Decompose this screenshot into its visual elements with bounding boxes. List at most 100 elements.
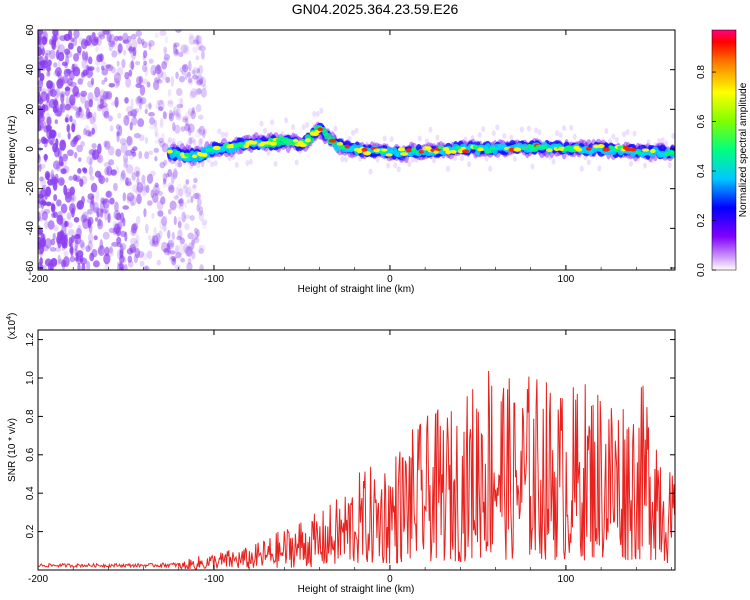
noise-blob bbox=[38, 243, 44, 255]
noise-blob bbox=[173, 44, 178, 55]
noise-blob bbox=[82, 168, 88, 174]
noise-blob bbox=[161, 142, 169, 153]
noise-blob bbox=[115, 123, 121, 131]
ridge-blob bbox=[317, 127, 324, 132]
noise-blob bbox=[185, 118, 189, 127]
noise-blob bbox=[161, 241, 168, 253]
noise-blob bbox=[181, 69, 187, 76]
noise-blob bbox=[79, 178, 84, 187]
noise-blob bbox=[129, 121, 133, 131]
noise-blob bbox=[91, 127, 95, 135]
noise-blob bbox=[167, 229, 171, 239]
noise-blob bbox=[96, 97, 101, 107]
noise-blob bbox=[67, 30, 73, 40]
ridge-halo bbox=[491, 130, 496, 137]
noise-blob bbox=[163, 178, 167, 185]
noise-blob bbox=[69, 255, 76, 263]
colorbar-label: Normalized spectral amplitude bbox=[738, 82, 749, 217]
noise-blob bbox=[137, 118, 145, 128]
noise-blob bbox=[59, 35, 67, 42]
noise-blob bbox=[131, 184, 139, 193]
noise-blob bbox=[94, 170, 102, 178]
noise-blob bbox=[138, 134, 145, 142]
noise-blob bbox=[154, 139, 162, 145]
ridge-halo bbox=[400, 154, 405, 161]
noise-blob bbox=[44, 220, 49, 230]
noise-blob bbox=[87, 240, 93, 251]
noise-blob bbox=[129, 151, 135, 160]
noise-blob bbox=[88, 148, 96, 156]
noise-blob bbox=[96, 66, 100, 73]
noise-blob bbox=[119, 266, 124, 270]
noise-blob bbox=[202, 83, 207, 90]
noise-blob bbox=[87, 111, 93, 119]
noise-blob bbox=[200, 76, 207, 88]
noise-blob bbox=[126, 196, 131, 204]
noise-blob bbox=[99, 98, 105, 105]
noise-blob bbox=[123, 115, 130, 126]
ridge-halo bbox=[607, 138, 612, 145]
ridge-blob bbox=[243, 144, 250, 149]
noise-blob bbox=[38, 115, 41, 125]
ridge-halo bbox=[474, 139, 479, 146]
noise-blob bbox=[195, 133, 201, 138]
noise-blob bbox=[163, 248, 170, 256]
noise-blob bbox=[124, 96, 129, 104]
noise-blob bbox=[53, 70, 61, 77]
noise-blob bbox=[39, 120, 47, 128]
noise-blob bbox=[167, 88, 172, 97]
ridge-halo bbox=[424, 138, 429, 145]
ridge-halo bbox=[284, 117, 289, 124]
noise-blob bbox=[168, 184, 175, 194]
noise-blob bbox=[101, 198, 109, 204]
noise-blob bbox=[123, 49, 127, 56]
noise-blob bbox=[57, 210, 63, 222]
ridge-halo bbox=[438, 143, 443, 150]
noise-blob bbox=[128, 69, 133, 77]
noise-blob bbox=[66, 124, 71, 133]
noise-blob bbox=[56, 234, 62, 245]
noise-blob bbox=[50, 238, 56, 246]
noise-blob bbox=[152, 193, 159, 204]
noise-blob bbox=[61, 225, 67, 235]
noise-blob bbox=[163, 56, 169, 66]
ridge-blob bbox=[565, 145, 573, 149]
ridge-halo bbox=[611, 133, 616, 140]
noise-blob bbox=[102, 90, 109, 100]
ridge-halo bbox=[639, 145, 644, 152]
noise-blob bbox=[67, 229, 75, 236]
noise-blob bbox=[135, 233, 140, 244]
ridge-halo bbox=[614, 137, 619, 144]
noise-blob bbox=[57, 132, 62, 138]
noise-blob bbox=[172, 106, 178, 116]
noise-blob bbox=[89, 157, 93, 167]
snr-ylabel: SNR (10 * v/v) bbox=[7, 418, 18, 482]
noise-blob bbox=[116, 66, 124, 77]
ridge-halo bbox=[512, 155, 517, 162]
noise-blob bbox=[162, 181, 168, 188]
ridge-blob bbox=[612, 148, 619, 153]
noise-blob bbox=[78, 157, 82, 162]
ridge-blob bbox=[201, 152, 208, 157]
ridge-blob bbox=[373, 148, 381, 153]
noise-blob bbox=[46, 71, 51, 77]
noise-blob bbox=[40, 209, 44, 217]
ridge-blob bbox=[205, 148, 214, 152]
noise-blob bbox=[110, 66, 116, 74]
noise-blob bbox=[180, 126, 186, 132]
ridge-blob bbox=[669, 150, 675, 155]
ridge-halo bbox=[530, 163, 535, 170]
ridge-halo bbox=[336, 142, 341, 149]
noise-blob bbox=[144, 103, 152, 109]
noise-blob bbox=[187, 77, 193, 84]
noise-blob bbox=[42, 30, 49, 42]
noise-blob bbox=[65, 96, 69, 107]
snr-multiplier: (x104) bbox=[6, 313, 18, 340]
noise-blob bbox=[141, 38, 145, 46]
ridge-halo bbox=[537, 129, 542, 136]
noise-blob bbox=[142, 50, 148, 59]
ridge-halo bbox=[372, 141, 377, 148]
noise-blob bbox=[89, 199, 96, 206]
noise-blob bbox=[104, 77, 108, 83]
noise-blob bbox=[47, 220, 55, 230]
